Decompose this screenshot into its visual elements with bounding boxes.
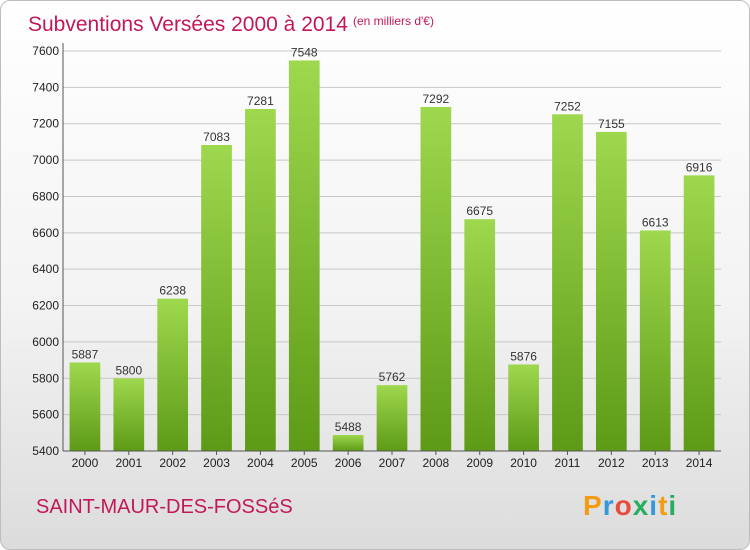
x-tick-label: 2000 bbox=[72, 456, 99, 470]
x-tick-label: 2007 bbox=[379, 456, 406, 470]
x-tick-label: 2009 bbox=[466, 456, 493, 470]
x-tick-label: 2012 bbox=[598, 456, 625, 470]
value-label: 7292 bbox=[423, 92, 450, 106]
x-tick-label: 2001 bbox=[115, 456, 142, 470]
bar-2009 bbox=[464, 219, 496, 451]
x-tick-label: 2014 bbox=[686, 456, 713, 470]
bar-layer: 5887 5800 6238 7083 7281 7548 5488 5762 7292 6675… bbox=[69, 45, 715, 452]
y-tick-label: 6400 bbox=[32, 262, 59, 276]
y-tick-label: 5600 bbox=[32, 408, 59, 422]
value-label: 7548 bbox=[291, 45, 318, 59]
logo-letter: r bbox=[602, 490, 615, 521]
logo-letter: t bbox=[658, 490, 669, 521]
bar-2001 bbox=[113, 378, 145, 451]
value-label: 7281 bbox=[247, 94, 274, 108]
y-tick-label: 7000 bbox=[32, 153, 59, 167]
bar-2008 bbox=[420, 107, 452, 451]
logo-letter: i bbox=[649, 490, 659, 521]
x-tick-label: 2005 bbox=[291, 456, 318, 470]
y-tick-label: 6600 bbox=[32, 226, 59, 240]
bar-2006 bbox=[332, 435, 364, 451]
x-tick-label: 2008 bbox=[423, 456, 450, 470]
chart-subtitle: (en milliers d'€) bbox=[353, 14, 434, 28]
bar-2014 bbox=[683, 175, 715, 451]
bar-2004 bbox=[245, 109, 276, 451]
proxiti-logo: Proxiti bbox=[583, 490, 677, 522]
value-label: 6916 bbox=[686, 160, 713, 174]
bar-2002 bbox=[157, 298, 189, 451]
value-label: 5800 bbox=[115, 363, 142, 377]
y-tick-label: 5400 bbox=[32, 444, 59, 458]
y-tick-label: 6800 bbox=[32, 189, 59, 203]
y-tick-label: 7400 bbox=[32, 80, 59, 94]
logo-letter: i bbox=[668, 490, 678, 521]
axis-layer: 5400 5600 5800 6000 6200 6400 6600 6800 7000 7200… bbox=[32, 43, 721, 470]
y-tick-label: 6200 bbox=[32, 299, 59, 313]
y-tick-label: 5800 bbox=[32, 371, 59, 385]
logo-letter: x bbox=[632, 490, 650, 521]
x-tick-label: 2003 bbox=[203, 456, 230, 470]
y-tick-label: 6000 bbox=[32, 335, 59, 349]
x-tick-label: 2013 bbox=[642, 456, 669, 470]
x-tick-label: 2011 bbox=[555, 456, 581, 470]
value-label: 5887 bbox=[72, 347, 99, 361]
bar-2007 bbox=[376, 385, 408, 451]
value-label: 5488 bbox=[335, 420, 362, 434]
x-tick-label: 2010 bbox=[510, 456, 537, 470]
bar-2000 bbox=[69, 362, 101, 451]
x-tick-label: 2002 bbox=[159, 456, 186, 470]
value-label: 5876 bbox=[510, 349, 537, 363]
y-tick-label: 7200 bbox=[32, 117, 59, 131]
x-tick-label: 2004 bbox=[247, 456, 274, 470]
value-label: 7155 bbox=[598, 117, 625, 131]
value-label: 5762 bbox=[379, 370, 406, 384]
chart-title: Subventions Versées 2000 à 2014 bbox=[28, 13, 348, 36]
bar-2005 bbox=[288, 60, 320, 452]
logo-letter: o bbox=[614, 490, 633, 521]
y-tick-label: 7600 bbox=[32, 44, 59, 58]
place-name: SAINT-MAUR-DES-FOSSéS bbox=[36, 496, 293, 518]
logo-letter: P bbox=[583, 490, 603, 521]
x-tick-label: 2006 bbox=[335, 456, 362, 470]
value-label: 6613 bbox=[642, 215, 669, 229]
value-label: 7252 bbox=[554, 99, 581, 113]
bar-2011 bbox=[552, 114, 583, 451]
bar-2003 bbox=[201, 145, 232, 451]
bar-2013 bbox=[639, 230, 671, 451]
bar-2010 bbox=[508, 364, 539, 451]
value-label: 6675 bbox=[466, 204, 493, 218]
value-label: 7083 bbox=[203, 130, 230, 144]
bar-2012 bbox=[595, 131, 627, 451]
value-label: 6238 bbox=[159, 284, 186, 298]
